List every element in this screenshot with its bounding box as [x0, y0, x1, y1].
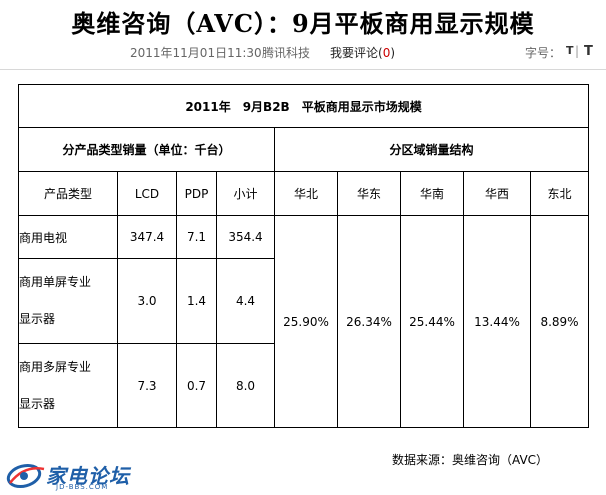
- region-section-header: 分区域销量结构: [273, 127, 590, 172]
- row-lcd: 7.3: [117, 343, 177, 428]
- row-type-line1: 商用单屏专业: [19, 275, 92, 289]
- comment-label: 我要评论: [330, 46, 379, 60]
- col-header-type: 产品类型: [18, 171, 118, 216]
- col-header-subtotal: 小计: [216, 171, 275, 216]
- site-watermark: 家电论坛 JD-BBS.COM: [6, 459, 156, 493]
- share-west: 13.44%: [463, 215, 531, 428]
- share-northeast: 8.89%: [529, 215, 590, 428]
- row-subtotal: 354.4: [216, 215, 275, 259]
- row-type-line1: 商用多屏专业: [19, 360, 92, 374]
- table-title: 2011年 9月B2B 平板商用显示市场规模: [17, 84, 590, 128]
- table-row: 商用多屏专业 显示器 7.3 0.7 8.0: [18, 343, 589, 428]
- row-type: 商用电视: [18, 215, 118, 259]
- region-header-northeast: 东北: [529, 171, 590, 216]
- article-meta-bar: 2011年11月01日11:30 腾讯科技 我要评论(0) 字号： T | T: [0, 44, 606, 60]
- publish-time: 2011年11月01日11:30: [130, 46, 262, 60]
- col-header-pdp: PDP: [176, 171, 217, 216]
- share-north: 25.90%: [274, 215, 338, 428]
- font-large-button[interactable]: T: [584, 44, 593, 59]
- market-table: 2011年 9月B2B 平板商用显示市场规模 分产品类型销量（单位：千台） 分区…: [17, 84, 590, 428]
- row-lcd: 347.4: [117, 215, 177, 259]
- header-divider: [0, 69, 606, 70]
- table-row: 商用单屏专业 显示器 3.0 1.4 4.4: [18, 258, 589, 344]
- row-type: 商用单屏专业 显示器: [18, 258, 118, 344]
- comment-link[interactable]: 我要评论(0): [330, 44, 395, 61]
- row-pdp: 1.4: [176, 258, 217, 344]
- row-type-line2: 显示器: [19, 397, 56, 411]
- row-pdp: 0.7: [176, 343, 217, 428]
- watermark-swoosh-icon: [6, 463, 45, 489]
- font-small-button[interactable]: T: [566, 44, 574, 57]
- data-source-note: 数据来源：奥维咨询（AVC）: [392, 453, 549, 467]
- row-type: 商用多屏专业 显示器: [18, 343, 118, 428]
- region-header-east: 华东: [337, 171, 401, 216]
- table-row: 商用电视 347.4 7.1 354.4 25.90% 26.34% 25.44…: [18, 215, 590, 428]
- comment-close-paren: ): [390, 46, 396, 60]
- comment-open-paren: (: [378, 46, 383, 60]
- watermark-url: JD-BBS.COM: [56, 483, 109, 491]
- region-header-west: 华西: [463, 171, 531, 216]
- source-link[interactable]: 腾讯科技: [262, 46, 311, 60]
- row-pdp: 7.1: [176, 215, 217, 259]
- row-subtotal: 4.4: [216, 258, 275, 344]
- share-south: 25.44%: [400, 215, 464, 428]
- region-header-south: 华南: [400, 171, 464, 216]
- product-section-header: 分产品类型销量（单位：千台）: [18, 127, 275, 172]
- row-type-line2: 显示器: [19, 312, 56, 326]
- row-subtotal: 8.0: [216, 343, 275, 428]
- watermark-name: 家电论坛: [46, 464, 130, 488]
- comment-count: 0: [382, 46, 391, 60]
- row-lcd: 3.0: [117, 258, 177, 344]
- share-east: 26.34%: [337, 215, 401, 428]
- col-header-lcd: LCD: [117, 171, 177, 216]
- article-title: 奥维咨询（AVC）：9月平板商用显示规模: [71, 9, 535, 38]
- font-size-label: 字号：: [525, 46, 562, 60]
- font-size-separator: |: [575, 44, 580, 58]
- region-header-north: 华北: [274, 171, 338, 216]
